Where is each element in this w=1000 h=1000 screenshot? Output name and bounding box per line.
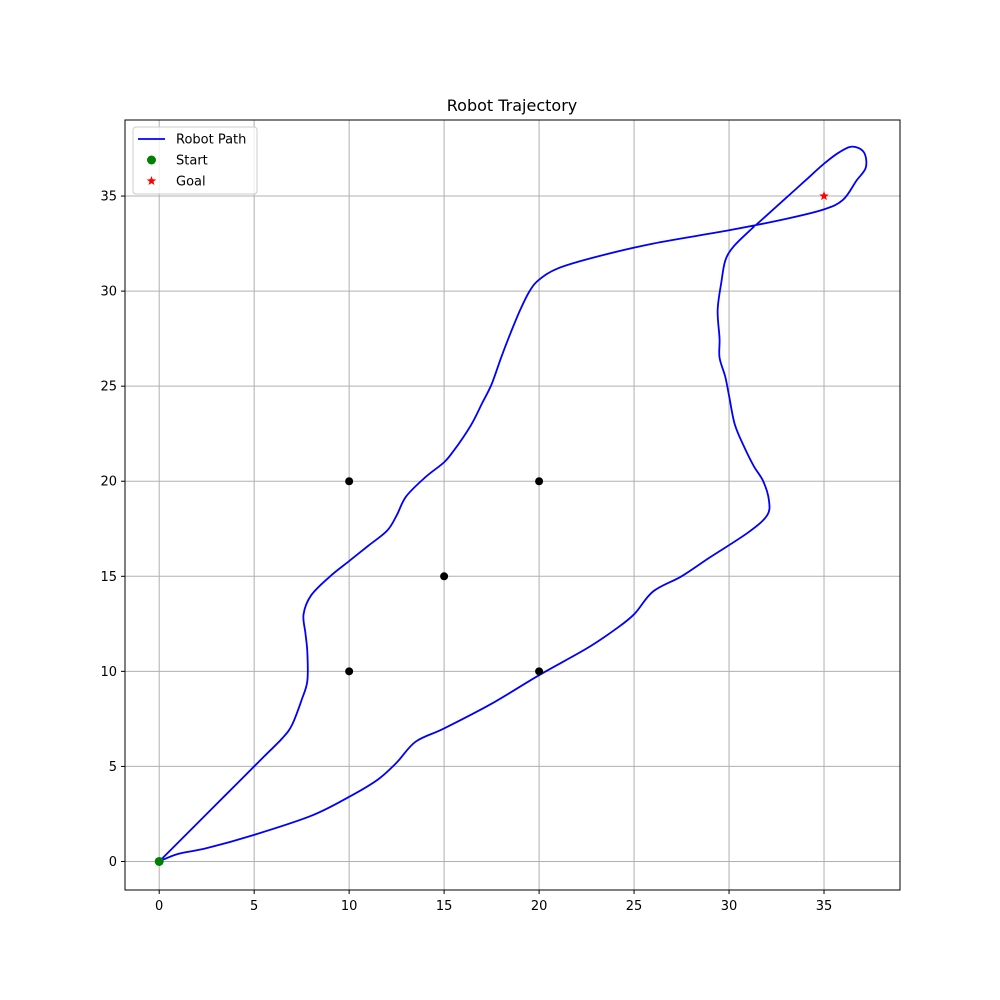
axis-ticks: 0 5 10 15 20 25 30 35 0 5 10 15 20 25 30 35 [100, 190, 832, 914]
y-tick-label: 30 [100, 285, 117, 300]
x-tick-label: 0 [155, 899, 163, 914]
point-obstacle [440, 572, 449, 581]
point-start [154, 856, 164, 866]
point-obstacle [535, 667, 544, 676]
legend-label-robot-path: Robot Path [176, 133, 246, 148]
series-line-robot-path [158, 145, 868, 863]
y-tick-label: 0 [109, 855, 117, 870]
x-tick-label: 30 [721, 899, 738, 914]
legend-swatch-start [147, 155, 156, 165]
legend-label-start: Start [176, 154, 208, 169]
grid [125, 120, 900, 890]
y-tick-label: 15 [100, 570, 117, 585]
x-tick-label: 15 [436, 899, 453, 914]
point-obstacle [345, 477, 354, 486]
x-tick-label: 25 [626, 899, 643, 914]
plot-frame [124, 119, 901, 891]
point-obstacle [535, 477, 544, 486]
chart-title: Robot Trajectory [447, 96, 578, 115]
legend-swatch-goal [146, 176, 157, 186]
y-tick-label: 20 [100, 475, 117, 490]
x-tick-label: 10 [341, 899, 358, 914]
legend: Robot Path Start Goal [132, 126, 258, 195]
x-tick-label: 35 [816, 899, 833, 914]
plot-data [154, 145, 868, 866]
x-tick-label: 5 [250, 899, 258, 914]
point-goal [819, 191, 829, 201]
y-tick-label: 35 [100, 190, 117, 205]
y-tick-label: 10 [100, 665, 117, 680]
x-tick-label: 20 [531, 899, 548, 914]
point-obstacle [345, 667, 354, 676]
legend-box [132, 126, 258, 195]
y-tick-label: 25 [100, 380, 117, 395]
legend-label-goal: Goal [176, 175, 206, 190]
y-tick-label: 5 [109, 760, 117, 775]
